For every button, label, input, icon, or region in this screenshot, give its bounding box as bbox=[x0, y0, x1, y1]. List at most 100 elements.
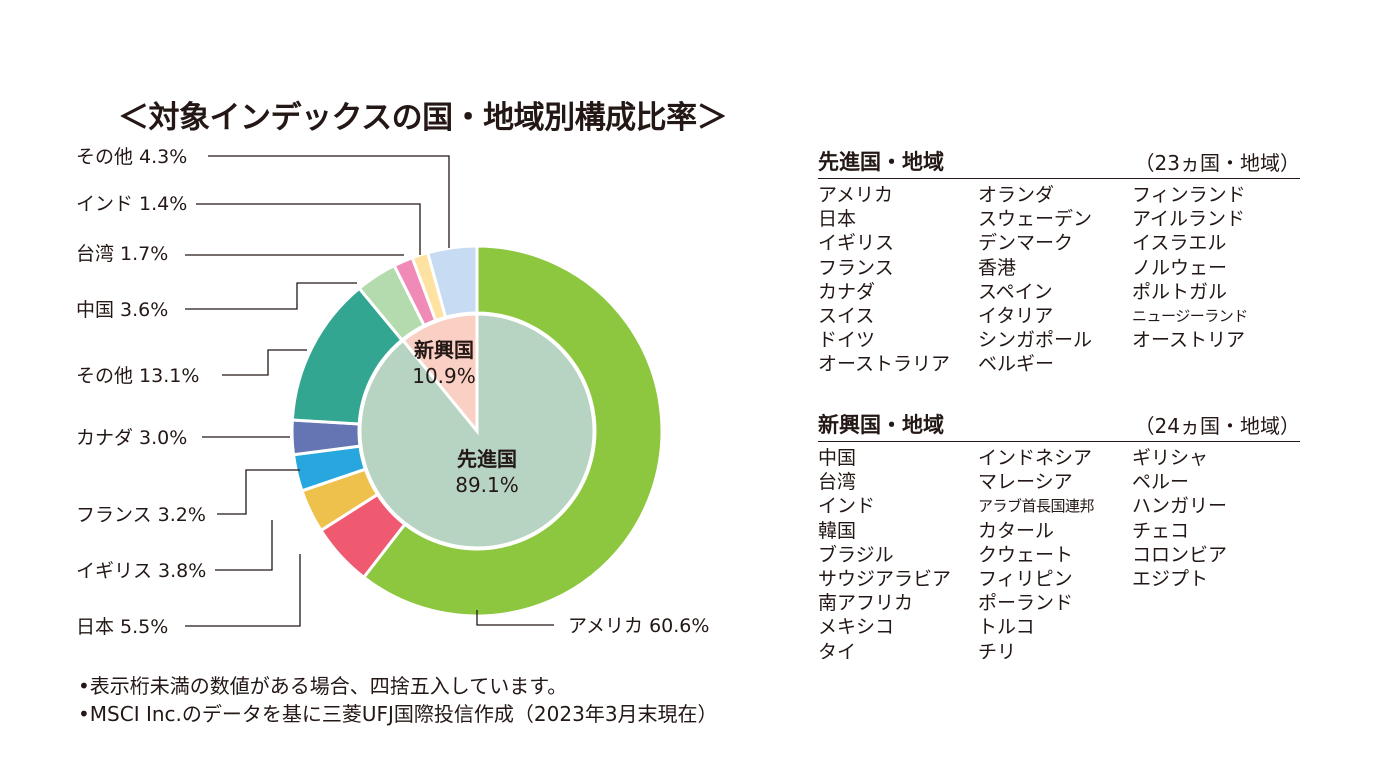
developed-column: オランダ スウェーデン デンマーク 香港 スペイン イタリア シンガポール ベルギー bbox=[978, 183, 1132, 377]
outer-label-name: その他 bbox=[76, 146, 139, 168]
inner-value-emerging: 10.9% bbox=[412, 364, 476, 388]
emerging-country: カタール bbox=[978, 519, 1055, 542]
leader-line-uk bbox=[215, 520, 273, 571]
emerging-country: メキシコ bbox=[818, 616, 895, 639]
developed-country: ポルトガル bbox=[1132, 280, 1228, 303]
outer-label-value: 1.7% bbox=[120, 243, 168, 265]
developed-country: デンマーク bbox=[978, 232, 1074, 255]
outer-label-france: フランス 3.2% bbox=[76, 504, 206, 526]
emerging-column: 中国 台湾 インド 韓国 ブラジル サウジアラビア 南アフリカ メキシコ タイ bbox=[818, 446, 978, 664]
outer-label-value: 3.2% bbox=[158, 504, 206, 526]
developed-country: イギリス bbox=[818, 232, 895, 255]
emerging-country: 中国 bbox=[818, 447, 857, 469]
leader-line-china bbox=[185, 282, 357, 310]
emerging-country: インドネシア bbox=[978, 447, 1093, 469]
developed-header: 先進国・地域 （23ヵ国・地域） bbox=[818, 146, 1300, 179]
developed-country: ニュージーランド bbox=[1132, 307, 1248, 326]
inner-slice-emerging bbox=[400, 312, 479, 436]
leader-line-usa bbox=[476, 610, 554, 626]
emerging-countries-panel: 新興国・地域 （24ヵ国・地域） 中国 台湾 インド 韓国 ブラジル サウジアラビア 南アフ… bbox=[818, 409, 1300, 664]
outer-label-emerging-other: その他 4.3% bbox=[76, 146, 187, 168]
emerging-title: 新興国・地域 bbox=[818, 413, 944, 437]
emerging-country: 台湾 bbox=[818, 471, 857, 494]
emerging-country: 南アフリカ bbox=[818, 592, 914, 615]
emerging-country: フィリピン bbox=[978, 568, 1073, 591]
outer-label-india: インド 1.4% bbox=[76, 193, 187, 215]
footnote-source: •MSCI Inc.のデータを基に三菱UFJ国際投信作成（2023年3月末現在） bbox=[78, 702, 718, 726]
developed-country: オーストラリア bbox=[818, 353, 951, 376]
outer-label-canada: カナダ 3.0% bbox=[76, 427, 187, 449]
developed-country: 香港 bbox=[978, 256, 1017, 279]
developed-country: ベルギー bbox=[978, 353, 1055, 376]
leader-line-japan bbox=[185, 554, 301, 627]
developed-country: シンガポール bbox=[978, 329, 1093, 352]
developed-column: アメリカ 日本 イギリス フランス カナダ スイス ドイツ オーストラリア bbox=[818, 183, 978, 377]
developed-country: スウェーデン bbox=[978, 208, 1093, 231]
emerging-country-list: 中国 台湾 インド 韓国 ブラジル サウジアラビア 南アフリカ メキシコ タイ インドネシア マレー… bbox=[818, 446, 1300, 664]
outer-label-value: 5.5% bbox=[120, 616, 168, 638]
developed-column: フィンランド アイルランド イスラエル ノルウェー ポルトガルニュージーランドオーストリ… bbox=[1132, 183, 1300, 377]
emerging-country: タイ bbox=[818, 640, 857, 663]
emerging-country: マレーシア bbox=[978, 471, 1073, 494]
outer-label-name: その他 bbox=[76, 365, 139, 387]
outer-label-value: 3.6% bbox=[120, 299, 168, 321]
outer-label-name: 中国 bbox=[76, 299, 120, 321]
emerging-column: ギリシャ ペルー ハンガリー チェコ コロンビア エジプト bbox=[1132, 446, 1300, 664]
emerging-country: トルコ bbox=[978, 616, 1035, 639]
footnotes: •表示桁未満の数値がある場合、四捨五入しています。 •MSCI Inc.のデータ… bbox=[78, 672, 718, 728]
developed-country-list: アメリカ 日本 イギリス フランス カナダ スイス ドイツ オーストラリア オランダ スウェーデン… bbox=[818, 183, 1300, 377]
emerging-count: （24ヵ国・地域） bbox=[1134, 414, 1300, 438]
emerging-country: アラブ首長国連邦 bbox=[978, 497, 1095, 516]
outer-label-usa: アメリカ 60.6% bbox=[568, 615, 709, 637]
developed-country: アメリカ bbox=[818, 184, 894, 206]
inner-value-developed: 89.1% bbox=[455, 473, 519, 497]
leader-line-france bbox=[217, 469, 300, 515]
emerging-country: ブラジル bbox=[818, 543, 894, 566]
outer-label-name: 台湾 bbox=[76, 243, 120, 265]
emerging-country: 韓国 bbox=[818, 519, 857, 542]
outer-label-name: 日本 bbox=[76, 616, 120, 638]
chart-title: ＜対象インデックスの国・地域別構成比率＞ bbox=[118, 100, 728, 136]
emerging-country: コロンビア bbox=[1132, 543, 1228, 566]
leader-line-developed-other bbox=[222, 349, 307, 376]
emerging-header: 新興国・地域 （24ヵ国・地域） bbox=[818, 409, 1300, 442]
developed-country: ノルウェー bbox=[1132, 256, 1228, 279]
outer-label-japan: 日本 5.5% bbox=[76, 616, 168, 638]
outer-label-name: カナダ bbox=[76, 427, 139, 449]
emerging-country: チェコ bbox=[1132, 519, 1190, 542]
emerging-country: サウジアラビア bbox=[818, 568, 952, 591]
emerging-country: ハンガリー bbox=[1132, 495, 1228, 518]
inner-label-emerging: 新興国 bbox=[414, 338, 474, 362]
leader-line-india bbox=[196, 203, 421, 255]
developed-count: （23ヵ国・地域） bbox=[1134, 151, 1300, 175]
developed-country: オーストリア bbox=[1132, 329, 1246, 352]
developed-country: 日本 bbox=[818, 208, 857, 231]
developed-country: スペイン bbox=[978, 280, 1053, 303]
developed-country: イタリア bbox=[978, 305, 1054, 328]
developed-country: イスラエル bbox=[1132, 232, 1227, 255]
outer-label-value: 1.4% bbox=[139, 193, 187, 215]
outer-label-value: 4.3% bbox=[139, 146, 187, 168]
emerging-country: ポーランド bbox=[978, 592, 1074, 615]
outer-label-taiwan: 台湾 1.7% bbox=[76, 243, 168, 265]
outer-label-name: インド bbox=[76, 193, 139, 215]
outer-label-uk: イギリス 3.8% bbox=[76, 560, 206, 582]
outer-label-china: 中国 3.6% bbox=[76, 299, 168, 321]
developed-country: ドイツ bbox=[818, 329, 876, 352]
outer-label-value: 13.1% bbox=[139, 365, 199, 387]
emerging-country: インド bbox=[818, 495, 876, 518]
developed-country: スイス bbox=[818, 305, 875, 328]
developed-country: フィンランド bbox=[1132, 184, 1246, 206]
inner-label-developed: 先進国 bbox=[457, 447, 517, 471]
emerging-country: エジプト bbox=[1132, 568, 1209, 591]
outer-label-value: 3.8% bbox=[158, 560, 206, 582]
developed-country: アイルランド bbox=[1132, 208, 1246, 231]
leader-line-emerging-other bbox=[208, 155, 450, 248]
developed-title: 先進国・地域 bbox=[818, 150, 944, 174]
outer-label-name: フランス bbox=[76, 504, 158, 526]
outer-label-name: アメリカ bbox=[568, 615, 649, 637]
emerging-column: インドネシア マレーシア アラブ首長国連邦 カタール クウェート フィリピン ポーランド トル… bbox=[978, 446, 1132, 664]
emerging-country: ペルー bbox=[1132, 471, 1190, 494]
outer-label-name: イギリス bbox=[76, 560, 158, 582]
